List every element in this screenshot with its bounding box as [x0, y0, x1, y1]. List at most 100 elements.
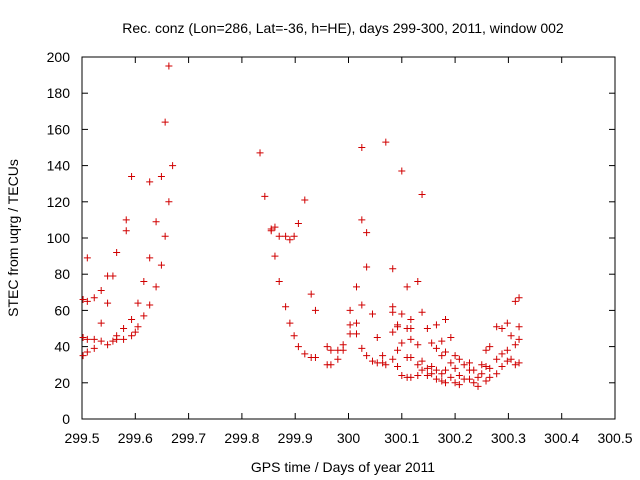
- data-point: [442, 348, 450, 356]
- data-point: [515, 359, 523, 367]
- x-tick-label: 300.2: [438, 430, 473, 446]
- data-point: [442, 366, 450, 374]
- data-point: [428, 363, 436, 371]
- data-point: [83, 335, 91, 343]
- data-point: [301, 350, 309, 358]
- data-point: [261, 192, 269, 200]
- data-point: [407, 325, 415, 332]
- data-point: [363, 263, 371, 271]
- data-point: [398, 339, 406, 347]
- y-tick-label: 80: [54, 266, 70, 282]
- data-point: [161, 232, 169, 240]
- data-point: [373, 334, 381, 342]
- data-point: [358, 301, 366, 309]
- data-point: [432, 321, 440, 329]
- x-tick-label: 299.6: [118, 430, 153, 446]
- data-point: [398, 372, 406, 380]
- data-point: [428, 339, 436, 347]
- data-point: [286, 236, 294, 244]
- data-point: [465, 375, 473, 383]
- data-point: [394, 321, 402, 329]
- x-axis-label: GPS time / Days of year 2011: [251, 459, 435, 475]
- data-point: [97, 319, 105, 327]
- data-point: [113, 248, 121, 256]
- data-point: [478, 361, 486, 369]
- data-point: [327, 346, 335, 354]
- data-point: [379, 359, 387, 367]
- data-point: [352, 319, 360, 327]
- data-point: [470, 379, 478, 387]
- data-point: [134, 323, 142, 331]
- data-point: [455, 355, 463, 363]
- data-point: [498, 350, 506, 358]
- data-point: [493, 355, 501, 363]
- data-point: [432, 344, 440, 352]
- y-tick-label: 60: [54, 302, 70, 318]
- data-point: [503, 357, 511, 365]
- data-point: [307, 290, 315, 298]
- data-point: [414, 372, 422, 380]
- data-point: [438, 370, 446, 378]
- data-point: [451, 364, 459, 372]
- data-point: [157, 172, 165, 180]
- data-point: [414, 341, 422, 349]
- data-point: [442, 379, 450, 387]
- data-point: [83, 297, 91, 305]
- data-point: [152, 218, 160, 226]
- data-point: [97, 337, 105, 345]
- data-point: [389, 265, 397, 273]
- data-point: [90, 344, 98, 352]
- x-tick-label: 299.9: [278, 430, 313, 446]
- data-point: [152, 283, 160, 291]
- data-point: [438, 337, 446, 345]
- data-point: [294, 343, 302, 351]
- data-point: [256, 149, 264, 157]
- data-point: [286, 319, 294, 327]
- data-point: [389, 355, 397, 363]
- data-point: [104, 341, 112, 349]
- data-point: [403, 283, 411, 291]
- data-point: [379, 352, 387, 360]
- data-point: [394, 346, 402, 354]
- data-point: [275, 232, 283, 240]
- data-point: [407, 335, 415, 343]
- data-point: [294, 220, 302, 228]
- data-point: [290, 232, 298, 240]
- data-point: [346, 306, 354, 314]
- x-tick-label: 300.5: [597, 430, 632, 446]
- x-axis: 299.5 299.6 299.7 299.8 299.9 300 300.1 300.2 30…: [64, 57, 633, 446]
- data-point: [120, 335, 128, 343]
- data-point: [478, 370, 486, 378]
- data-point: [493, 370, 501, 378]
- data-point: [131, 328, 139, 336]
- x-tick-label: 300.3: [491, 430, 526, 446]
- data-point: [311, 306, 319, 314]
- data-point: [418, 191, 426, 199]
- data-point: [161, 118, 169, 126]
- data-point: [515, 294, 523, 302]
- y-tick-label: 180: [47, 85, 71, 101]
- y-tick-label: 160: [47, 121, 71, 137]
- data-point: [134, 299, 142, 307]
- data-point: [165, 198, 173, 206]
- data-point: [109, 337, 117, 345]
- data-point: [511, 297, 519, 305]
- data-point: [486, 364, 494, 372]
- data-point: [290, 332, 298, 340]
- data-point: [407, 373, 415, 381]
- y-tick-label: 100: [47, 230, 71, 246]
- data-point: [511, 341, 519, 349]
- y-tick-label: 120: [47, 194, 71, 210]
- data-point: [460, 361, 468, 369]
- data-point: [275, 277, 283, 285]
- data-point: [423, 325, 431, 332]
- data-point: [301, 196, 309, 204]
- data-point: [482, 363, 490, 371]
- data-point: [503, 319, 511, 327]
- data-point: [146, 254, 154, 262]
- data-point: [104, 299, 112, 307]
- data-point: [398, 167, 406, 175]
- x-tick-label: 300.1: [384, 430, 419, 446]
- data-point: [447, 359, 455, 367]
- data-point: [346, 330, 354, 338]
